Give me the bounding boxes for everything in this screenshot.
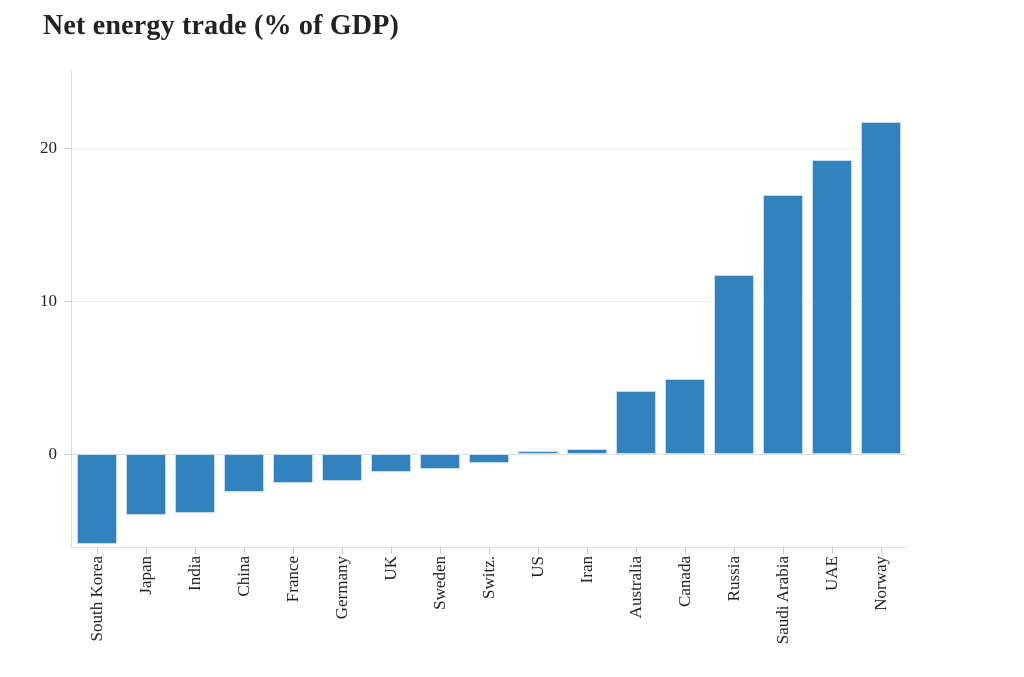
x-tick-mark-india	[194, 547, 196, 554]
y-tick-mark-0	[64, 453, 72, 455]
x-tick-mark-norway	[881, 547, 883, 554]
bar-russia	[714, 274, 755, 454]
x-axis-label-text-germany: Germany	[331, 556, 351, 620]
x-axis-label-text-us: US	[528, 556, 548, 578]
x-axis-label-text-norway: Norway	[871, 556, 891, 611]
bar-norway	[861, 121, 902, 454]
bar-us	[518, 450, 559, 454]
bar-iran	[567, 449, 608, 454]
bar-uae	[812, 160, 853, 454]
x-tick-mark-south-korea	[96, 547, 98, 554]
bar-india	[174, 453, 215, 514]
x-tick-mark-uae	[832, 547, 834, 554]
x-tick-mark-australia	[636, 547, 638, 554]
x-axis-label-text-uk: UK	[380, 556, 400, 581]
chart-title: Net energy trade (% of GDP)	[43, 10, 400, 41]
x-axis-label-text-russia: Russia	[724, 556, 744, 602]
bar-saudi-arabia	[763, 195, 804, 454]
y-tick-label-10: 10	[40, 290, 57, 310]
x-tick-mark-japan	[145, 547, 147, 554]
x-tick-mark-iran	[587, 547, 589, 554]
bar-germany	[321, 453, 362, 482]
bar-japan	[125, 453, 166, 515]
x-axis-label-text-uae: UAE	[822, 556, 842, 591]
x-axis-label-text-switz: Switz.	[479, 556, 498, 599]
x-tick-mark-switz	[489, 547, 490, 554]
x-axis-label-text-china: China	[233, 556, 253, 597]
gridline-20	[72, 147, 906, 149]
bar-sweden	[419, 453, 460, 470]
x-tick-mark-france	[292, 547, 294, 554]
x-axis-label-text-south-korea: South Korea	[86, 556, 106, 642]
bar-switz	[469, 453, 509, 463]
x-tick-mark-germany	[341, 547, 343, 554]
y-tick-label-20: 20	[40, 137, 57, 157]
x-axis-label-text-saudi-arabia: Saudi Arabia	[773, 556, 793, 645]
bar-uk	[370, 453, 411, 473]
y-tick-mark-10	[64, 300, 72, 302]
x-tick-mark-saudi-arabia	[783, 547, 785, 554]
x-tick-mark-canada	[685, 547, 687, 554]
x-tick-mark-china	[243, 547, 245, 554]
x-axis-label-text-australia: Australia	[626, 556, 646, 619]
bar-china	[223, 453, 264, 492]
y-tick-label-0: 0	[48, 443, 58, 463]
bar-south-korea	[76, 453, 117, 544]
bar-canada	[665, 378, 706, 454]
x-axis-label-text-india: India	[184, 556, 204, 591]
x-axis-label-text-france: France	[282, 556, 302, 603]
x-axis-label-text-iran: Iran	[577, 556, 597, 584]
plot-area: 0 10 20 South Korea Japan India China France Ger…	[40, 70, 906, 644]
x-tick-mark-sweden	[439, 547, 441, 554]
x-tick-mark-uk	[390, 547, 392, 554]
x-tick-mark-us	[538, 547, 540, 554]
x-tick-mark-russia	[734, 547, 736, 554]
y-tick-mark-20	[64, 147, 72, 149]
x-axis-label-text-canada: Canada	[675, 556, 695, 607]
gridline-10	[72, 300, 906, 302]
bar-france	[272, 453, 313, 483]
x-axis-label-text-sweden: Sweden	[429, 556, 449, 610]
bar-australia	[616, 391, 657, 454]
x-axis-label-text-japan: Japan	[135, 556, 155, 595]
